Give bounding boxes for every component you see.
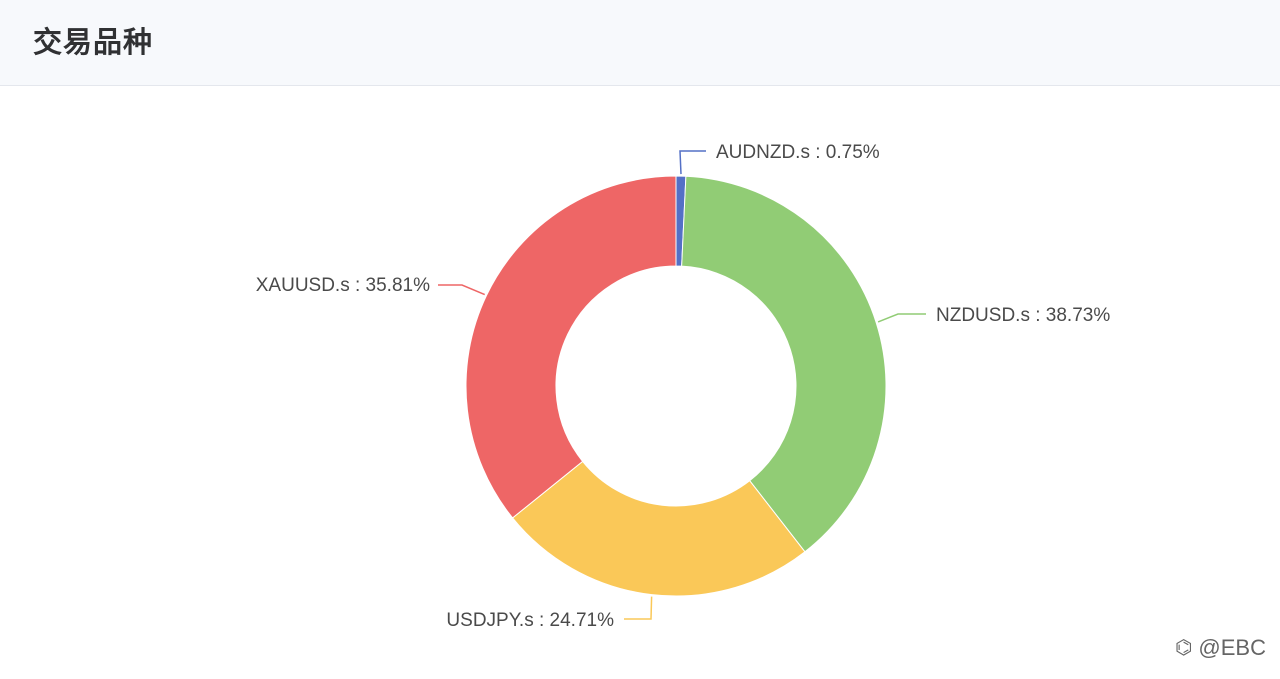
chart-labels: AUDNZD.s : 0.75% NZDUSD.s : 38.73% USDJPY.… bbox=[256, 142, 1111, 631]
slice-label-usdjpy-s: USDJPY.s : 24.71% bbox=[446, 610, 614, 631]
slice-label-audnzd-s: AUDNZD.s : 0.75% bbox=[716, 142, 880, 163]
slice-label-xauusd-s: XAUUSD.s : 35.81% bbox=[256, 275, 430, 296]
panel-header: 交易品种 bbox=[0, 0, 1280, 86]
slice-usdjpy-s[interactable] bbox=[511, 460, 806, 597]
chart-slices bbox=[465, 175, 887, 597]
logo-icon: ⌬ bbox=[1174, 637, 1193, 659]
page-title: 交易品种 bbox=[33, 25, 154, 59]
leader-line-audnzd-s bbox=[679, 150, 706, 175]
slice-xauusd-s[interactable] bbox=[465, 175, 677, 519]
watermark-text: @EBC bbox=[1198, 635, 1266, 660]
chart-leader-lines bbox=[438, 150, 926, 620]
slice-label-nzdusd-s: NZDUSD.s : 38.73% bbox=[936, 305, 1110, 326]
leader-line-nzdusd-s bbox=[877, 313, 926, 323]
leader-line-usdjpy-s bbox=[624, 596, 653, 620]
slice-nzdusd-s[interactable] bbox=[681, 175, 887, 553]
leader-line-xauusd-s bbox=[438, 284, 486, 296]
watermark: ⌬ @EBC bbox=[1175, 635, 1266, 661]
